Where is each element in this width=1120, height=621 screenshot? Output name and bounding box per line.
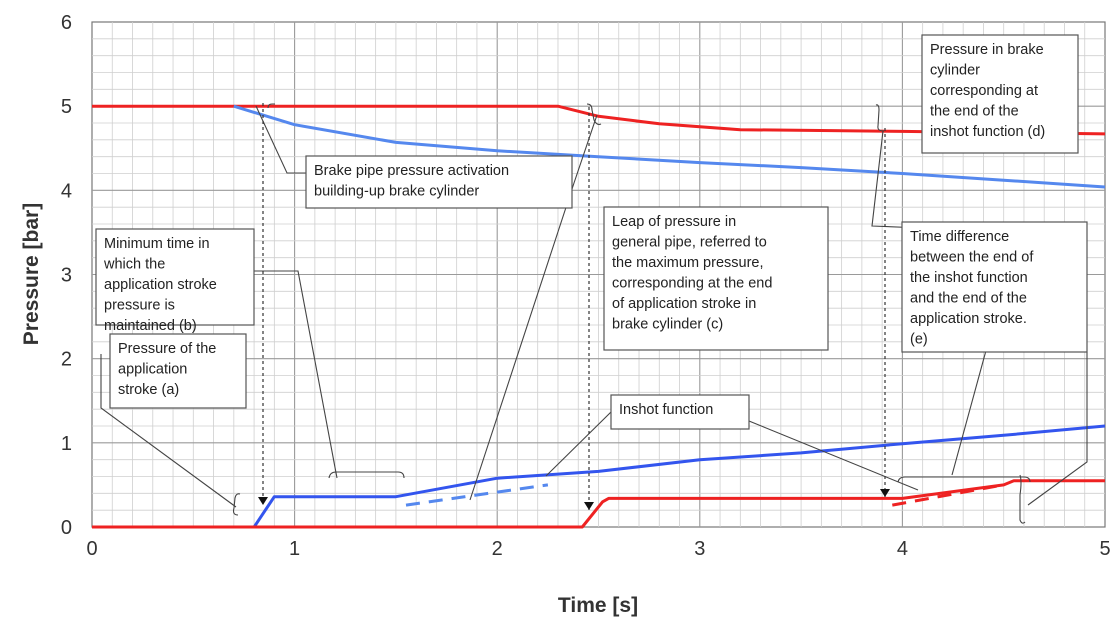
series-line-2: [92, 424, 1106, 529]
annotation-box: [95, 228, 255, 326]
annotation-text-line: the end of the: [930, 104, 1019, 120]
y-tick-label: 4: [61, 180, 72, 202]
annotation-text-line: which the: [103, 257, 165, 273]
annotation-text-line: Pressure of the: [118, 341, 216, 357]
annotation-text-line: the inshot function: [910, 270, 1028, 286]
annotation-text-line: general pipe, referred to: [612, 235, 767, 251]
x-tick-label: 4: [897, 538, 908, 560]
annotation-text-line: application stroke: [104, 277, 217, 293]
annotation-text-line: of application stroke in: [612, 296, 756, 312]
leader-line: [255, 105, 306, 174]
annotation-text-line: pressure is: [104, 298, 175, 314]
x-tick-label: 0: [86, 538, 97, 560]
annotation-text-line: Inshot function: [619, 402, 713, 418]
series-layer: [92, 104, 1106, 529]
annotation-box: [921, 34, 1079, 154]
annotation-box: [610, 394, 750, 430]
annotation-box: [901, 221, 1088, 353]
x-tick-label: 2: [492, 538, 503, 560]
annotation-text-line: Leap of pressure in: [612, 214, 736, 230]
annotation-box: [603, 206, 829, 351]
leader-line: [586, 103, 602, 126]
y-axis-title: Pressure [bar]: [20, 203, 43, 345]
y-tick-label: 5: [61, 96, 72, 118]
annotation-a: Pressure of the application stroke (a): [109, 333, 247, 409]
annotation-text-line: Brake pipe pressure activation: [314, 163, 509, 179]
annotation-text-line: inshot function (d): [930, 124, 1045, 140]
annotation-inshot: Inshot function: [610, 394, 750, 430]
annotation-text-line: Time difference: [910, 229, 1009, 245]
y-tick-label: 1: [61, 433, 72, 455]
leader-line: [254, 270, 338, 479]
x-tick-label: 5: [1099, 538, 1110, 560]
leader-line: [267, 103, 275, 109]
arrow-head: [258, 497, 268, 505]
annotation-b: Minimum time in which the application stro…: [95, 228, 255, 334]
annotation-layer: Pressure of the application stroke (a) Mini…: [95, 34, 1088, 524]
annotation-text-line: application stroke.: [910, 311, 1027, 327]
annotation-text-line: application: [118, 362, 187, 378]
annotation-e: Time difference between the end of the ins…: [901, 221, 1088, 353]
arrow-head: [880, 489, 890, 497]
series-line-3: [92, 479, 1105, 529]
series-line-0: [92, 104, 1106, 136]
leader-line: [897, 476, 1031, 483]
y-tick-label: 0: [61, 517, 72, 539]
series-line-1: [233, 104, 1106, 189]
y-tick-label: 6: [61, 12, 72, 34]
annotation-text-line: maintained (b): [104, 318, 197, 334]
annotation-act: Brake pipe pressure activation building-u…: [305, 155, 573, 209]
leader-line: [875, 104, 885, 132]
annotation-text-line: cylinder: [930, 63, 980, 79]
leader-line: [748, 420, 919, 491]
y-tick-label: 2: [61, 349, 72, 371]
series-line-5: [892, 483, 1004, 507]
leader-line: [328, 471, 405, 479]
tick-labels: 0 1 2 3 4 5 0 1 2 3 4 5 6: [61, 12, 1111, 560]
annotation-c: Leap of pressure in general pipe, referre…: [603, 206, 829, 351]
leader-line: [232, 493, 241, 516]
x-tick-label: 3: [694, 538, 705, 560]
leader-line: [100, 354, 237, 508]
annotation-text-line: and the end of the: [910, 291, 1027, 307]
leader-line: [545, 411, 612, 477]
annotation-text-line: corresponding at the end: [612, 276, 772, 292]
annotation-box: [109, 333, 247, 409]
annotation-text-line: between the end of: [910, 250, 1034, 266]
annotation-leaders: [100, 103, 1088, 524]
annotation-text-line: (e): [910, 332, 928, 348]
annotation-text-line: the maximum pressure,: [612, 255, 764, 271]
leader-line: [1027, 352, 1088, 506]
annotation-text-line: Pressure in brake: [930, 42, 1044, 58]
leader-line: [1019, 474, 1026, 524]
annotation-text-line: stroke (a): [118, 382, 179, 398]
annotation-box: [305, 155, 573, 209]
annotation-text-line: Minimum time in: [104, 236, 210, 252]
series-line-4: [405, 483, 549, 507]
x-tick-label: 1: [289, 538, 300, 560]
y-tick-label: 3: [61, 265, 72, 287]
annotation-text-line: brake cylinder (c): [612, 317, 723, 333]
annotation-d: Pressure in brake cylinder corresponding a…: [921, 34, 1079, 154]
annotation-text-line: building-up brake cylinder: [314, 184, 479, 200]
x-axis-title: Time [s]: [558, 594, 638, 617]
annotation-text-line: corresponding at: [930, 83, 1038, 99]
arrow-head: [584, 502, 594, 510]
